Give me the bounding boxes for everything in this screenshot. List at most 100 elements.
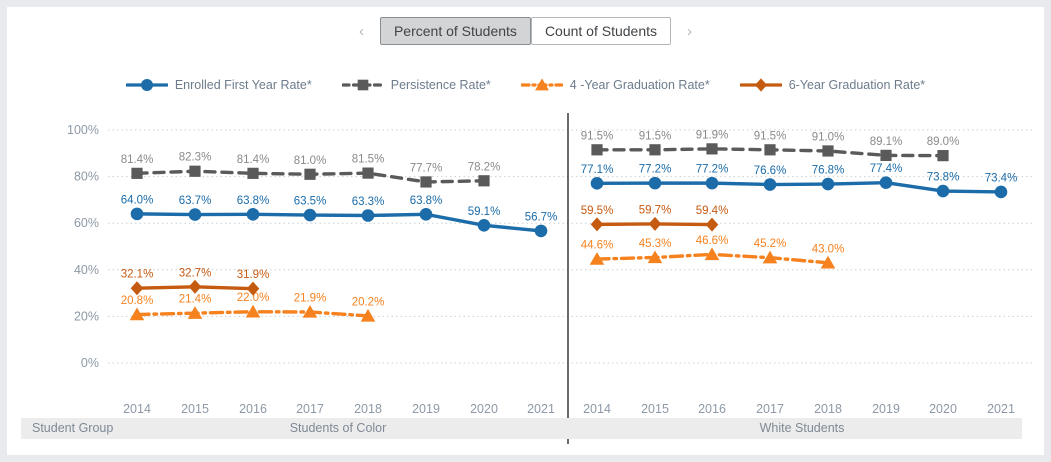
x-axis-year: 2014 <box>583 402 611 416</box>
group-students-of-color: Students of Color <box>289 421 387 435</box>
data-label: 91.9% <box>696 129 729 141</box>
x-axis-year: 2016 <box>239 402 267 416</box>
square-marker <box>362 167 374 179</box>
data-label: 31.9% <box>237 269 270 281</box>
triangle-marker <box>129 307 145 321</box>
circle-marker <box>188 208 202 221</box>
tab-count-of-students[interactable]: Count of Students <box>530 16 672 46</box>
y-axis-tick: 20% <box>74 309 99 323</box>
square-marker <box>591 144 603 156</box>
data-label: 77.1% <box>581 164 614 176</box>
circle-marker <box>303 208 317 222</box>
circle-marker <box>705 176 719 190</box>
student-group-bar: Student Group Students of Color White St… <box>21 418 1022 439</box>
data-label: 21.4% <box>179 294 212 306</box>
diamond-marker <box>130 281 144 296</box>
data-label: 45.2% <box>754 238 787 250</box>
data-label: 91.0% <box>812 131 845 143</box>
circle-marker <box>361 209 375 222</box>
square-marker <box>937 150 949 162</box>
tab-group: Percent of Students Count of Students <box>379 16 672 46</box>
data-label: 46.6% <box>696 235 729 247</box>
x-axis-year: 2017 <box>296 402 324 416</box>
square-marker <box>189 165 201 177</box>
data-label: 77.7% <box>410 162 443 174</box>
diamond-marker <box>754 78 767 92</box>
circle-marker <box>130 207 144 221</box>
triangle-marker <box>245 304 261 318</box>
triangle-marker <box>360 308 376 322</box>
y-axis-tick: 0% <box>81 356 99 370</box>
data-label: 59.4% <box>696 205 729 217</box>
square-marker <box>649 144 661 156</box>
legend-item-square[interactable]: Persistence Rate* <box>341 77 491 93</box>
square-legend-swatch-icon <box>341 79 384 91</box>
square-marker <box>304 168 316 180</box>
data-label: 63.3% <box>352 196 385 208</box>
triangle-marker <box>647 250 663 264</box>
diamond-marker <box>648 216 662 231</box>
legend-item-diamond[interactable]: 6-Year Graduation Rate* <box>739 77 926 93</box>
circle-marker <box>648 176 662 190</box>
legend-label: 6-Year Graduation Rate* <box>788 78 926 92</box>
next-arrow-icon[interactable]: › <box>687 22 693 40</box>
prev-arrow-icon[interactable]: ‹ <box>358 22 364 40</box>
y-axis-tick: 80% <box>74 170 99 184</box>
data-label: 91.5% <box>639 130 672 142</box>
tab-percent-of-students[interactable]: Percent of Students <box>379 16 531 46</box>
data-label: 56.7% <box>525 211 558 223</box>
circle-marker <box>936 184 950 198</box>
circle-marker <box>590 177 604 190</box>
x-axis-year: 2019 <box>412 402 440 416</box>
line-chart: 0% 20% 40% 60% 80% 100% 2014 2015 2016 2017 2018 20… <box>67 113 1035 444</box>
data-label: 73.4% <box>985 172 1018 184</box>
data-label: 32.7% <box>179 267 212 279</box>
x-axis-year: 2015 <box>181 402 209 416</box>
square-marker <box>131 167 143 179</box>
triangle-marker <box>589 252 605 265</box>
data-label: 81.4% <box>121 154 154 166</box>
x-axis-year: 2020 <box>470 402 498 416</box>
data-label: 77.2% <box>696 164 729 176</box>
legend-item-triangle[interactable]: 4 -Year Graduation Rate* <box>520 77 710 93</box>
square-marker <box>764 144 776 156</box>
square-marker <box>822 145 834 157</box>
legend-item-circle[interactable]: Enrolled First Year Rate* <box>125 77 312 93</box>
circle-marker <box>879 176 893 189</box>
circle-marker <box>419 208 433 221</box>
data-label: 81.5% <box>352 154 385 166</box>
triangle-marker <box>302 304 318 318</box>
x-axis-year: 2020 <box>929 402 957 416</box>
data-label: 91.5% <box>754 130 787 142</box>
triangle-legend-swatch-icon <box>520 78 563 91</box>
diamond-marker <box>246 281 260 296</box>
square-marker <box>420 176 432 188</box>
diamond-legend-swatch-icon <box>739 78 782 92</box>
x-axis-year: 2015 <box>641 402 669 416</box>
triangle-marker <box>534 78 549 91</box>
circle-marker <box>246 208 260 221</box>
data-label: 20.8% <box>121 295 154 307</box>
diamond-marker <box>705 217 719 232</box>
data-label: 59.5% <box>581 205 614 217</box>
data-label: 63.5% <box>294 196 327 208</box>
square-marker <box>357 79 369 91</box>
data-label: 77.4% <box>870 163 903 175</box>
triangle-marker <box>762 250 778 264</box>
legend-label: 4 -Year Graduation Rate* <box>569 78 710 92</box>
circle-marker <box>140 79 153 91</box>
circle-marker <box>821 177 835 191</box>
data-label: 21.9% <box>294 292 327 304</box>
data-label: 81.4% <box>237 154 270 166</box>
data-label: 73.8% <box>927 172 960 184</box>
x-axis-year: 2018 <box>814 402 842 416</box>
x-axis-year: 2018 <box>354 402 382 416</box>
data-label: 63.8% <box>410 195 443 207</box>
data-label: 20.2% <box>352 296 385 308</box>
data-label: 78.2% <box>468 161 501 173</box>
data-label: 59.7% <box>639 204 672 216</box>
legend-label: Persistence Rate* <box>390 78 491 92</box>
triangle-marker <box>704 247 720 261</box>
square-marker <box>247 167 259 179</box>
square-marker <box>478 175 490 187</box>
